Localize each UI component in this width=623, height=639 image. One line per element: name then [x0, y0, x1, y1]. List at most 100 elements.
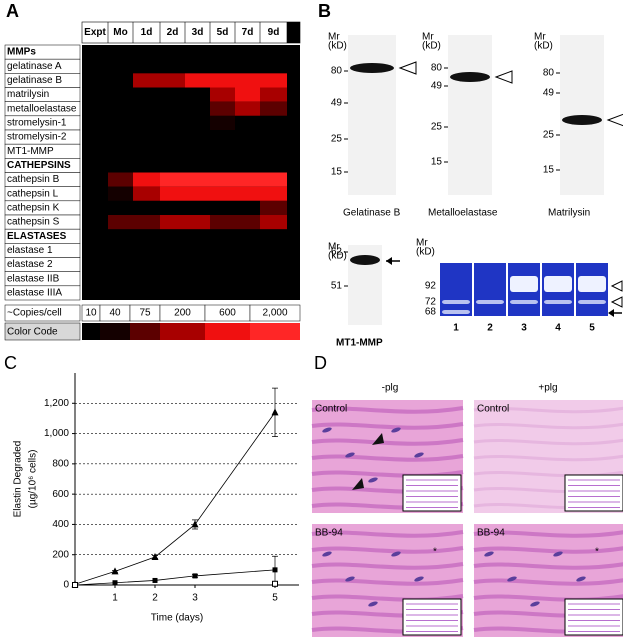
mr-label: Mr — [328, 242, 340, 253]
copies-value: 40 — [109, 308, 121, 319]
blot — [448, 35, 492, 195]
heat-cell — [82, 73, 108, 88]
unit-label: (kD) — [328, 251, 347, 262]
panel-label: D — [314, 353, 327, 373]
heat-cell — [260, 257, 287, 272]
heat-cell — [185, 87, 210, 102]
nucleus — [414, 452, 424, 458]
copies-value: 10 — [85, 308, 97, 319]
heat-cell — [82, 115, 108, 130]
zymogram-band — [442, 300, 470, 304]
heat-cell — [260, 186, 287, 201]
heat-cell — [82, 59, 108, 74]
heat-cell — [82, 144, 108, 159]
column-label: Expt — [84, 27, 106, 38]
heat-cell — [235, 144, 260, 159]
arrowhead — [386, 257, 392, 265]
marker-label: 15 — [543, 165, 555, 176]
heat-cell — [260, 73, 287, 88]
copies-label-cell — [4, 304, 81, 322]
y-tick-label: 200 — [52, 549, 69, 560]
arrowhead — [608, 309, 614, 317]
series-line — [74, 412, 276, 585]
heat-cell — [185, 257, 210, 272]
heat-cell — [260, 87, 287, 102]
heat-cell — [210, 257, 235, 272]
arrowhead — [372, 433, 384, 445]
blot-name: Gelatinase B — [343, 208, 401, 219]
tissue-stripe — [473, 562, 623, 570]
heat-cell — [210, 144, 235, 159]
nucleus — [391, 427, 401, 433]
column-title: -plg — [382, 383, 399, 394]
heat-cell — [260, 215, 287, 230]
point — [192, 573, 198, 579]
band — [350, 63, 394, 73]
x-axis-title: Time (days) — [151, 613, 203, 624]
color-code-label: Color Code — [7, 327, 58, 338]
row-label: MT1-MMP — [7, 146, 54, 157]
tissue-stripe — [311, 530, 464, 538]
header-row-end — [287, 22, 300, 43]
heat-cell — [108, 130, 133, 145]
row-label: cathepsin S — [7, 217, 60, 228]
heat-cell — [82, 271, 108, 286]
inset — [402, 598, 462, 636]
heat-cell — [210, 215, 235, 230]
inset — [564, 474, 623, 512]
color-code-swatch — [160, 323, 205, 340]
heat-cell — [235, 257, 260, 272]
heat-cell — [210, 172, 235, 187]
heat-cell — [82, 130, 108, 145]
heat-cell — [185, 130, 210, 145]
heat-cell — [133, 285, 160, 300]
heat-cell — [260, 172, 287, 187]
heat-cell — [108, 186, 133, 201]
heat-cell — [82, 87, 108, 102]
arrowhead — [494, 70, 513, 84]
heat-cell — [160, 271, 185, 286]
unit-label: (kD) — [416, 247, 435, 258]
heat-cell — [235, 101, 260, 116]
heat-cell — [185, 115, 210, 130]
heat-cell — [108, 200, 133, 215]
color-code-swatch — [130, 323, 160, 340]
heat-cell — [133, 101, 160, 116]
heat-cell — [260, 285, 287, 300]
arrowhead — [606, 113, 623, 127]
heat-cell — [160, 215, 185, 230]
heat-cell — [133, 243, 160, 258]
tissue-stripe — [311, 454, 464, 462]
tissue-stripe — [473, 454, 623, 462]
row-label: elastase 2 — [7, 259, 53, 270]
heat-cell — [210, 186, 235, 201]
heat-cell — [82, 101, 108, 116]
zymogram-lane — [474, 263, 506, 316]
heat-cell — [108, 144, 133, 159]
heat-cell — [260, 271, 287, 286]
heat-cell — [210, 101, 235, 116]
y-tick-label: 600 — [52, 489, 69, 500]
nucleus — [576, 576, 586, 582]
column-label: 7d — [242, 27, 254, 38]
column-title: +plg — [538, 383, 557, 394]
row-label: gelatinase A — [7, 61, 62, 72]
heat-cell — [210, 271, 235, 286]
heat-cell — [108, 73, 133, 88]
heat-cell — [108, 101, 133, 116]
heat-cell — [260, 59, 287, 74]
marker-label: 15 — [431, 157, 443, 168]
heat-cell — [235, 243, 260, 258]
heat-cell — [185, 144, 210, 159]
nucleus — [345, 452, 355, 458]
point — [272, 580, 278, 587]
row-group-label: ELASTASES — [7, 231, 67, 242]
heat-cell — [185, 215, 210, 230]
heat-cell — [260, 130, 287, 145]
asterisk: * — [433, 547, 437, 558]
y-tick-label: 800 — [52, 458, 69, 469]
heat-cell — [108, 172, 133, 187]
marker-label: 80 — [331, 66, 343, 77]
tissue-stripe — [473, 470, 623, 478]
